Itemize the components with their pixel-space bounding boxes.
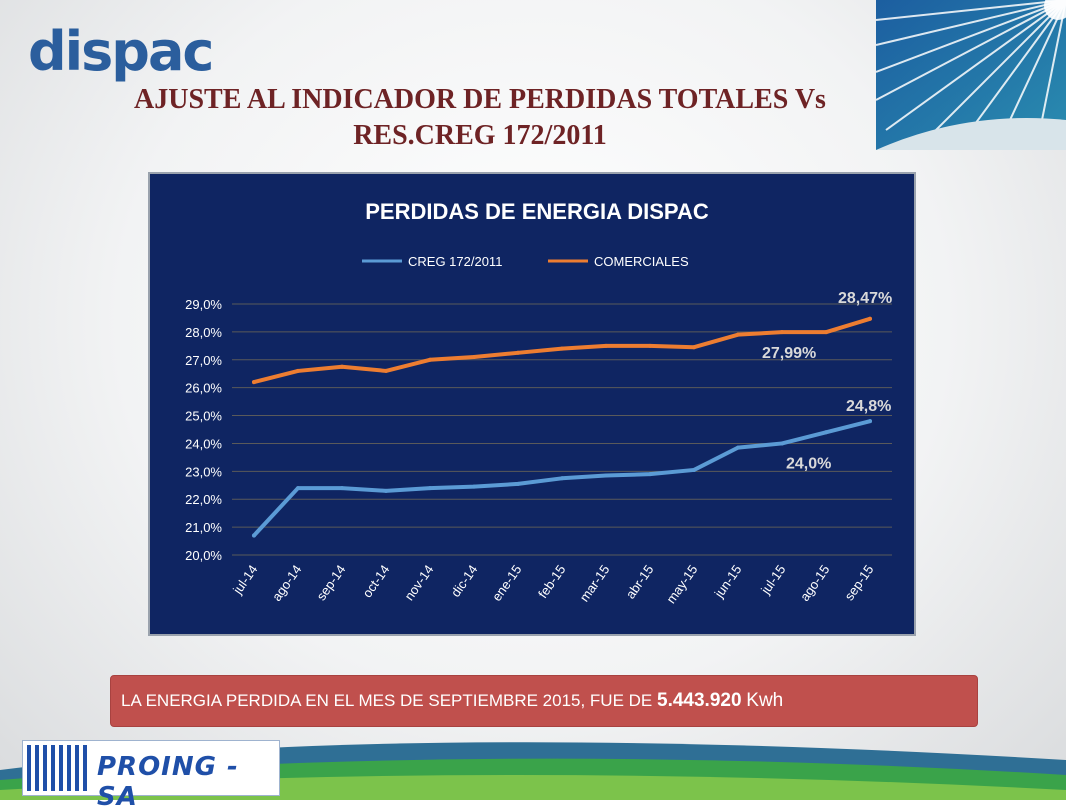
data-point	[648, 472, 652, 477]
data-point	[340, 364, 344, 369]
legend-label-1: CREG 172/2011	[408, 254, 502, 269]
y-tick-label: 21,0%	[185, 520, 222, 535]
x-tick-label: ago-14	[269, 562, 305, 604]
y-tick-label: 27,0%	[185, 353, 222, 368]
data-point	[516, 481, 520, 486]
proing-logo: PROING - SA	[22, 740, 280, 812]
chart-panel: PERDIDAS DE ENERGIA DISPAC CREG 172/2011 C…	[148, 172, 916, 636]
x-tick-label: nov-14	[401, 562, 436, 603]
info-text: LA ENERGIA PERDIDA EN EL MES DE SEPTIEMB…	[121, 691, 657, 710]
data-point	[692, 467, 696, 472]
legend-label-2: COMERCIALES	[594, 254, 689, 269]
data-point	[384, 488, 388, 493]
x-tick-label: sep-14	[313, 562, 348, 603]
data-label: 28,47%	[838, 290, 892, 307]
info-value: 5.443.920	[657, 690, 742, 711]
y-tick-label: 23,0%	[185, 464, 222, 479]
data-point	[428, 357, 432, 362]
line-chart: PERDIDAS DE ENERGIA DISPAC CREG 172/2011 C…	[185, 199, 892, 606]
x-tick-label: may-15	[663, 562, 700, 606]
data-point	[692, 345, 696, 350]
info-banner: LA ENERGIA PERDIDA EN EL MES DE SEPTIEMB…	[110, 675, 978, 727]
data-label: 24,0%	[786, 455, 831, 472]
data-point	[516, 350, 520, 355]
y-tick-label: 28,0%	[185, 325, 222, 340]
y-tick-label: 26,0%	[185, 381, 222, 396]
x-tick-label: feb-15	[535, 562, 568, 601]
data-point	[648, 343, 652, 348]
y-tick-label: 22,0%	[185, 492, 222, 507]
data-point	[340, 486, 344, 491]
y-tick-label: 29,0%	[185, 297, 222, 312]
data-point	[384, 368, 388, 373]
x-tick-label: jul-14	[229, 562, 260, 597]
data-point	[604, 473, 608, 478]
data-point	[428, 486, 432, 491]
dispac-logo: dispac	[22, 12, 214, 92]
proing-logo-text: PROING - SA	[97, 752, 239, 812]
x-tick-label: mar-15	[577, 562, 613, 604]
data-point	[252, 380, 256, 385]
x-tick-label: dic-14	[448, 562, 481, 600]
chart-title: PERDIDAS DE ENERGIA DISPAC	[365, 199, 709, 224]
x-tick-label: jun-15	[711, 562, 745, 601]
data-point	[868, 419, 872, 424]
data-point	[296, 486, 300, 491]
data-point	[736, 332, 740, 337]
data-point	[252, 533, 256, 538]
data-point	[560, 346, 564, 351]
data-point	[868, 316, 872, 321]
x-tick-label: jul-15	[757, 562, 788, 597]
y-tick-label: 24,0%	[185, 436, 222, 451]
data-point	[472, 484, 476, 489]
data-point	[780, 441, 784, 446]
data-point	[296, 368, 300, 373]
proing-stripes-icon	[27, 745, 87, 791]
x-tick-label: ago-15	[797, 562, 833, 604]
x-tick-label: oct-14	[359, 562, 392, 600]
data-point	[604, 343, 608, 348]
slide-title: AJUSTE AL INDICADOR DE PERDIDAS TOTALES …	[20, 82, 940, 154]
x-tick-label: sep-15	[841, 562, 876, 603]
x-tick-label: abr-15	[623, 562, 657, 601]
info-unit: Kwh	[746, 690, 784, 711]
data-point	[560, 476, 564, 481]
corner-sunburst-graphic	[876, 0, 1066, 150]
data-point	[780, 330, 784, 335]
x-tick-label: ene-15	[489, 562, 525, 604]
data-point	[472, 354, 476, 359]
data-label: 27,99%	[762, 345, 816, 362]
data-label: 24,8%	[846, 398, 891, 415]
data-point	[824, 430, 828, 435]
slide-title-line1: AJUSTE AL INDICADOR DE PERDIDAS TOTALES …	[134, 84, 826, 115]
data-point	[736, 445, 740, 450]
y-tick-label: 20,0%	[185, 548, 222, 563]
y-tick-label: 25,0%	[185, 409, 222, 424]
dispac-logo-text: dispac	[28, 20, 214, 83]
slide-title-line2: RES.CREG 172/2011	[353, 120, 607, 151]
data-point	[824, 330, 828, 335]
